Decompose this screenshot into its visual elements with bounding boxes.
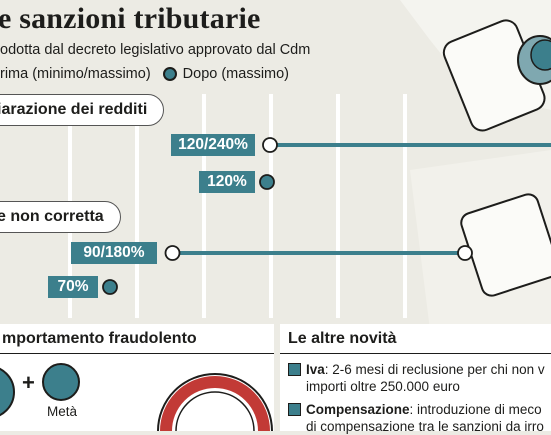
point-before (262, 137, 278, 153)
plus-sign: + (22, 370, 35, 395)
data-label-before-1: 120/240% (171, 134, 255, 156)
coin-stack-illustration (442, 19, 551, 132)
data-label-before-2: 90/180% (71, 242, 157, 264)
category-label: iarazione dei redditi (0, 101, 148, 118)
fraud-panel-title: mportamento fraudolento (2, 330, 197, 347)
novita-panel-title: Le altre novità (288, 330, 397, 347)
teal-square-icon (288, 403, 301, 416)
point-after (102, 279, 118, 295)
novita-divider (280, 353, 551, 354)
legend: rima (minimo/massimo) Dopo (massimo) (0, 66, 289, 82)
legend-after-label: Dopo (massimo) (182, 66, 290, 82)
novita-item-compensazione: Compensazione: introduzione di meco di c… (288, 401, 544, 435)
page-subtitle: odotta dal decreto legislativo approvato… (0, 42, 311, 58)
category-pill-1: iarazione dei redditi (0, 94, 165, 126)
novita-panel (280, 324, 551, 431)
chart-grid (68, 94, 407, 318)
novita-item-iva: Iva: 2-6 mesi di reclusione per chi non … (288, 361, 545, 395)
legend-before-label: rima (minimo/massimo) (0, 66, 151, 82)
fraud-divider (0, 353, 274, 354)
point-after (259, 174, 275, 190)
category-pill-2: e non corretta (0, 201, 121, 233)
legend-after-dot-icon (162, 67, 177, 81)
chart-marks (102, 137, 551, 295)
page-title: e sanzioni tributarie (0, 2, 261, 35)
paper-sheet-illustration (460, 193, 551, 297)
category-label: e non corretta (0, 208, 104, 225)
data-label-after-2: 70% (48, 276, 98, 298)
point-before (457, 245, 473, 261)
point-before (164, 245, 181, 261)
meta-label: Metà (47, 404, 78, 419)
data-label-after-1: 120% (199, 171, 255, 193)
teal-square-icon (288, 363, 301, 376)
